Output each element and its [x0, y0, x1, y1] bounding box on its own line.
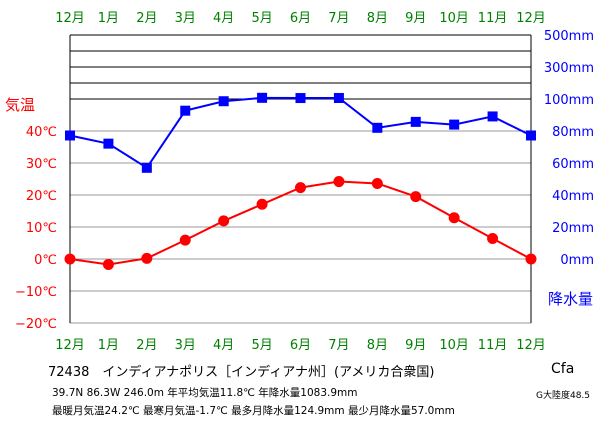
- month-label-bottom: 8月: [367, 338, 388, 353]
- month-label-top: 12月: [55, 11, 85, 26]
- precipitation-point: [65, 130, 75, 141]
- month-label-bottom: 12月: [516, 338, 546, 353]
- temperature-point: [371, 177, 383, 189]
- temperature-tick-label: −10℃: [15, 285, 57, 300]
- precipitation-point: [180, 105, 191, 116]
- station-details: 39.7N 86.3W 246.0m 年平均気温11.8℃ 年降水量1083.9…: [52, 387, 358, 399]
- climate-classification: Cfa: [551, 361, 575, 377]
- month-label-top: 5月: [251, 11, 272, 26]
- precipitation-tick-label: 40mm: [552, 189, 594, 204]
- temperature-point: [64, 253, 76, 265]
- month-label-top: 8月: [367, 11, 388, 26]
- month-label-top: 11月: [478, 11, 508, 26]
- month-label-top: 4月: [213, 11, 234, 26]
- month-label-top: 9月: [405, 11, 426, 26]
- month-label-bottom: 9月: [405, 338, 426, 353]
- temperature-point: [102, 258, 114, 270]
- month-label-bottom: 5月: [251, 338, 272, 353]
- temperature-point: [525, 253, 537, 265]
- precipitation-tick-label: 20mm: [552, 221, 594, 236]
- temperature-axis: 40℃ 30℃ 20℃ 10℃ 0℃ −10℃ −20℃: [15, 125, 57, 332]
- month-label-bottom: 6月: [290, 338, 311, 353]
- precipitation-point: [295, 93, 306, 104]
- month-label-bottom: 12月: [55, 338, 85, 353]
- month-label-top: 3月: [175, 11, 196, 26]
- month-label-bottom: 11月: [478, 338, 508, 353]
- top-month-axis: 12月 1月 2月 3月 4月 5月 6月 7月 8月 9月 10月 11月 12月: [55, 11, 546, 26]
- precipitation-point: [449, 119, 460, 130]
- temperature-point: [448, 212, 460, 224]
- precipitation-point: [372, 122, 383, 133]
- precipitation-axis-title: 降水量: [548, 290, 593, 308]
- temperature-tick-label: 20℃: [26, 189, 57, 204]
- precipitation-tick-label: 100mm: [544, 93, 594, 108]
- precipitation-axis: 500mm 300mm 100mm 80mm 60mm 40mm 20mm 0mm: [544, 29, 594, 268]
- precipitation-tick-label: 80mm: [552, 125, 594, 140]
- temperature-point: [218, 215, 230, 227]
- precipitation-point: [410, 116, 421, 127]
- chart-grid: [69, 34, 532, 324]
- precipitation-line: [69, 96, 532, 170]
- month-label-bottom: 4月: [213, 338, 234, 353]
- temperature-point: [179, 234, 191, 246]
- month-label-top: 12月: [516, 11, 546, 26]
- month-label-bottom: 3月: [175, 338, 196, 353]
- precipitation-point: [487, 111, 498, 122]
- precipitation-tick-label: 300mm: [544, 61, 594, 76]
- temperature-point: [141, 252, 153, 264]
- temperature-point: [487, 233, 499, 245]
- month-label-top: 10月: [439, 11, 469, 26]
- precipitation-point: [103, 138, 114, 149]
- temperature-line: [69, 180, 532, 266]
- precipitation-point: [526, 130, 536, 141]
- bottom-month-axis: 12月 1月 2月 3月 4月 5月 6月 7月 8月 9月 10月 11月 12月: [55, 338, 546, 353]
- precipitation-point: [218, 96, 229, 107]
- precipitation-tick-label: 500mm: [544, 29, 594, 44]
- temperature-tick-label: −20℃: [15, 317, 57, 332]
- temperature-point: [295, 182, 306, 194]
- temperature-tick-label: 10℃: [26, 221, 57, 236]
- temperature-tick-label: 30℃: [26, 157, 57, 172]
- temperature-tick-label: 40℃: [26, 125, 57, 140]
- precipitation-tick-label: 0mm: [560, 253, 594, 268]
- month-label-bottom: 1月: [98, 338, 119, 353]
- temperature-point: [256, 198, 268, 210]
- continentality-index: G大陸度48.5: [536, 391, 591, 401]
- month-label-bottom: 10月: [439, 338, 469, 353]
- precipitation-point: [257, 92, 268, 103]
- temperature-point: [410, 191, 422, 203]
- precipitation-point: [141, 162, 152, 173]
- month-label-top: 7月: [328, 11, 349, 26]
- month-label-bottom: 2月: [136, 338, 157, 353]
- temperature-axis-title: 気温: [5, 96, 35, 114]
- precipitation-tick-label: 60mm: [552, 157, 594, 172]
- monthly-extremes: 最暖月気温24.2℃ 最寒月気温-1.7℃ 最多月降水量124.9mm 最少月降…: [52, 405, 455, 417]
- temperature-tick-label: 0℃: [34, 253, 57, 268]
- month-label-top: 1月: [98, 11, 119, 26]
- precipitation-point: [333, 92, 344, 103]
- month-label-top: 6月: [290, 11, 311, 26]
- temperature-point: [333, 176, 345, 188]
- precipitation-series: [65, 92, 536, 173]
- temperature-series: [64, 176, 537, 270]
- month-label-top: 2月: [136, 11, 157, 26]
- month-label-bottom: 7月: [328, 338, 349, 353]
- station-title: 72438 インディアナポリス［インディアナ州］(アメリカ合衆国): [48, 365, 435, 380]
